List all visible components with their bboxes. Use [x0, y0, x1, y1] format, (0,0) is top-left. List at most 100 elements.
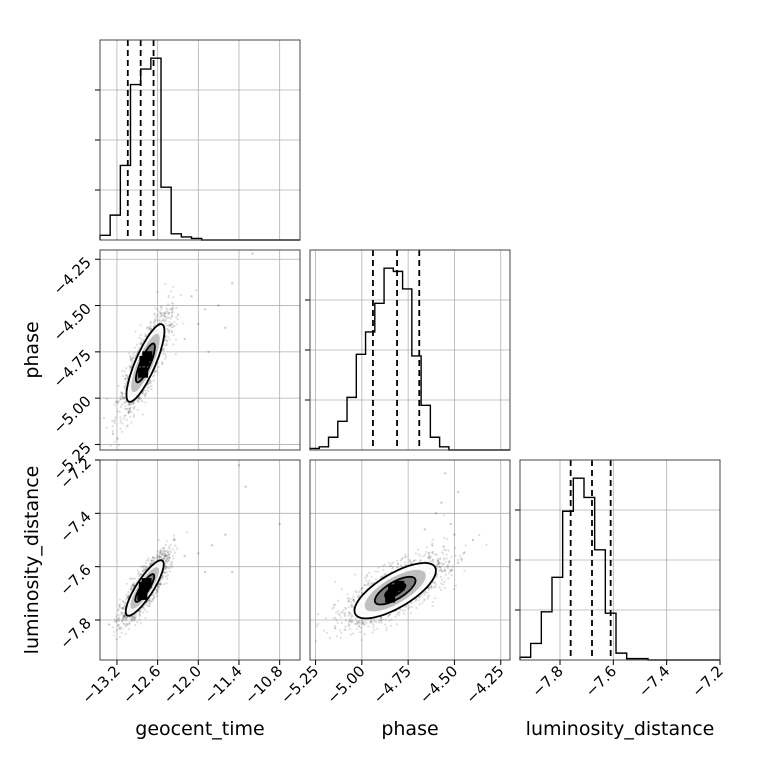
- sample-point: [415, 607, 418, 610]
- sample-point: [162, 352, 165, 355]
- sample-point: [414, 552, 417, 555]
- sample-point: [350, 613, 353, 617]
- sample-point: [148, 597, 151, 600]
- sample-point: [148, 604, 151, 608]
- sample-point: [153, 369, 156, 372]
- sample-point: [155, 319, 158, 322]
- sample-point: [440, 562, 443, 565]
- sample-point: [434, 512, 438, 515]
- sample-point: [132, 406, 135, 409]
- sample-point: [116, 628, 119, 632]
- sample-point: [146, 326, 149, 329]
- sample-point: [156, 590, 159, 593]
- sample-point: [161, 557, 164, 560]
- sample-point: [167, 294, 170, 297]
- sample-point: [155, 553, 158, 557]
- sample-point: [121, 397, 124, 401]
- sample-point: [445, 557, 448, 560]
- sample-point: [121, 620, 124, 623]
- sample-point: [161, 576, 164, 579]
- sample-point: [351, 620, 354, 623]
- sample-point: [159, 312, 162, 315]
- sample-point: [349, 601, 353, 604]
- sample-point: [348, 612, 351, 615]
- sample-point: [131, 358, 134, 361]
- sample-point: [119, 416, 122, 419]
- sample-point: [144, 335, 147, 338]
- sample-point: [417, 553, 420, 556]
- sample-point: [414, 599, 417, 603]
- sample-point: [166, 308, 169, 311]
- sample-point: [449, 522, 452, 526]
- sample-point: [145, 334, 148, 337]
- sample-point: [173, 325, 176, 328]
- sample-point: [118, 605, 121, 608]
- sample-point: [396, 567, 400, 570]
- sample-point: [344, 606, 347, 609]
- sample-point: [168, 566, 171, 569]
- sample-point: [322, 629, 325, 632]
- sample-point: [129, 365, 133, 368]
- sample-point: [373, 628, 376, 631]
- sample-point: [332, 617, 336, 620]
- sample-point: [367, 625, 370, 628]
- sample-point: [121, 612, 124, 615]
- sample-point: [121, 614, 124, 617]
- sample-point: [123, 605, 126, 609]
- sample-point: [450, 569, 453, 573]
- sample-point: [121, 618, 124, 621]
- sample-point: [122, 617, 125, 620]
- sample-point: [171, 311, 174, 314]
- sample-point: [396, 562, 400, 565]
- sample-point: [447, 549, 450, 552]
- sample-point: [443, 548, 446, 551]
- sample-point: [123, 614, 126, 617]
- sample-point: [334, 616, 337, 619]
- sample-point: [142, 570, 145, 573]
- sample-point: [164, 282, 167, 286]
- sample-point: [166, 324, 169, 327]
- sample-point: [324, 617, 328, 620]
- sample-point: [124, 632, 127, 636]
- sample-point: [375, 620, 378, 623]
- sample-point: [373, 620, 376, 624]
- sample-point: [203, 308, 207, 311]
- sample-point: [165, 307, 168, 310]
- sample-point: [356, 622, 359, 625]
- sample-point: [172, 334, 175, 337]
- sample-point: [159, 582, 162, 585]
- sample-point: [344, 619, 348, 622]
- sample-point: [122, 397, 125, 400]
- sample-point: [121, 395, 124, 398]
- sample-point: [123, 414, 126, 417]
- sample-point: [346, 593, 349, 596]
- sample-point: [130, 403, 133, 406]
- sample-point: [443, 586, 446, 590]
- sample-point: [152, 556, 155, 559]
- sample-point: [138, 610, 141, 613]
- sample-point: [352, 599, 355, 602]
- sample-point: [129, 406, 132, 409]
- sample-point: [120, 391, 123, 395]
- sample-point: [153, 317, 156, 321]
- sample-point: [144, 566, 148, 569]
- sample-point: [349, 633, 352, 636]
- sample-point: [140, 573, 143, 576]
- sample-point: [169, 323, 172, 326]
- sample-point: [126, 597, 129, 600]
- sample-point: [409, 560, 412, 563]
- sample-point: [132, 408, 136, 411]
- sample-point: [400, 558, 403, 561]
- sample-point: [150, 380, 153, 383]
- sample-point: [417, 598, 420, 602]
- sample-point: [166, 558, 169, 561]
- sample-point: [164, 566, 167, 570]
- sample-point: [431, 552, 434, 556]
- sample-point: [419, 559, 422, 562]
- sample-point: [171, 315, 174, 318]
- sample-point: [144, 389, 147, 392]
- sample-point: [111, 626, 114, 629]
- sample-point: [443, 570, 447, 573]
- sample-point: [125, 593, 128, 596]
- sample-point: [123, 370, 126, 373]
